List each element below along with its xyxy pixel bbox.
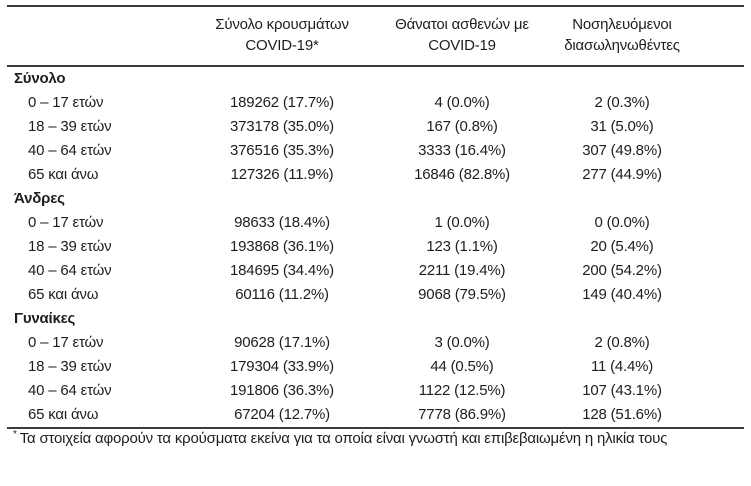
table-row: 40 – 64 ετών 191806 (36.3%) 1122 (12.5%)… <box>7 379 744 403</box>
cases-cell: 127326 (11.9%) <box>230 166 334 183</box>
deaths-cell: 44 (0.5%) <box>430 358 494 375</box>
footnote-asterisk: * <box>13 429 17 440</box>
section-row-women: Γυναίκες <box>7 307 744 331</box>
age-group-label: 65 και άνω <box>7 403 182 429</box>
covid-age-sex-table: Σύνολο κρουσμάτων COVID-19* Θάνατοι ασθε… <box>7 5 744 429</box>
section-label: Άνδρες <box>14 190 65 207</box>
deaths-cell: 167 (0.8%) <box>426 118 498 135</box>
empty-cell <box>182 307 382 331</box>
table-row: 18 – 39 ετών 193868 (36.1%) 123 (1.1%) 2… <box>7 235 744 259</box>
intubated-cell: 2 (0.8%) <box>594 334 650 351</box>
intubated-cell: 107 (43.1%) <box>582 382 662 399</box>
deaths-cell: 1122 (12.5%) <box>418 382 506 399</box>
age-group-label: 65 και άνω <box>28 286 99 303</box>
section-row-total: Σύνολο <box>7 66 744 91</box>
footnote-text: Τα στοιχεία αφορούν τα κρούσματα εκείνα … <box>19 430 668 447</box>
col-header-line: Νοσηλευόμενοι <box>572 16 672 33</box>
cases-cell: 98633 (18.4%) <box>234 214 330 231</box>
table-row: 18 – 39 ετών 373178 (35.0%) 167 (0.8%) 3… <box>7 115 744 139</box>
deaths-cell: 4 (0.0%) <box>434 94 490 111</box>
header-row: Σύνολο κρουσμάτων COVID-19* Θάνατοι ασθε… <box>7 6 744 67</box>
age-group-label: 65 και άνω <box>28 166 99 183</box>
deaths-cell: 9068 (79.5%) <box>418 286 506 303</box>
empty-cell <box>382 66 542 91</box>
empty-header-cell <box>7 6 182 67</box>
intubated-cell: 277 (44.9%) <box>582 166 662 183</box>
cases-cell: 184695 (34.4%) <box>230 262 334 279</box>
table-row: 0 – 17 ετών 98633 (18.4%) 1 (0.0%) 0 (0.… <box>7 211 744 235</box>
col-header-cases: Σύνολο κρουσμάτων COVID-19* <box>182 6 382 67</box>
empty-cell <box>182 66 382 91</box>
table-row: 65 και άνω 127326 (11.9%) 16846 (82.8%) … <box>7 163 744 187</box>
section-label: Σύνολο <box>14 70 66 87</box>
cases-cell: 179304 (33.9%) <box>230 358 334 375</box>
deaths-cell: 16846 (82.8%) <box>414 166 510 183</box>
table-footnote: * Τα στοιχεία αφορούν τα κρούσματα εκείνα… <box>7 429 750 447</box>
age-group-label: 18 – 39 ετών <box>28 358 112 375</box>
deaths-cell: 3 (0.0%) <box>434 334 490 351</box>
intubated-cell: 128 (51.6%) <box>542 403 744 429</box>
deaths-cell: 3333 (16.4%) <box>418 142 506 159</box>
age-group-label: 0 – 17 ετών <box>28 94 104 111</box>
intubated-cell: 20 (5.4%) <box>590 238 654 255</box>
table-row: 65 και άνω 60116 (11.2%) 9068 (79.5%) 14… <box>7 283 744 307</box>
table-row: 40 – 64 ετών 184695 (34.4%) 2211 (19.4%)… <box>7 259 744 283</box>
empty-cell <box>382 187 542 211</box>
age-group-label: 40 – 64 ετών <box>28 142 112 159</box>
table-row: 65 και άνω 67204 (12.7%) 7778 (86.9%) 12… <box>7 403 744 429</box>
table-row: 0 – 17 ετών 189262 (17.7%) 4 (0.0%) 2 (0… <box>7 91 744 115</box>
intubated-cell: 0 (0.0%) <box>594 214 650 231</box>
deaths-cell: 7778 (86.9%) <box>382 403 542 429</box>
table-row: 40 – 64 ετών 376516 (35.3%) 3333 (16.4%)… <box>7 139 744 163</box>
empty-cell <box>542 187 744 211</box>
age-group-label: 18 – 39 ετών <box>28 118 112 135</box>
col-header-line: COVID-19* <box>245 37 319 54</box>
intubated-cell: 11 (4.4%) <box>590 358 654 375</box>
intubated-cell: 307 (49.8%) <box>582 142 662 159</box>
age-group-label: 0 – 17 ετών <box>28 334 104 351</box>
age-group-label: 40 – 64 ετών <box>28 262 112 279</box>
cases-cell: 189262 (17.7%) <box>230 94 334 111</box>
col-header-intubated: Νοσηλευόμενοι διασωληνωθέντες <box>542 6 744 67</box>
deaths-cell: 1 (0.0%) <box>434 214 490 231</box>
cases-cell: 376516 (35.3%) <box>230 142 334 159</box>
intubated-cell: 200 (54.2%) <box>582 262 662 279</box>
cases-cell: 60116 (11.2%) <box>235 286 329 303</box>
empty-cell <box>542 66 744 91</box>
deaths-cell: 123 (1.1%) <box>426 238 498 255</box>
col-header-line: COVID-19 <box>428 37 496 54</box>
table-body: Σύνολο 0 – 17 ετών 189262 (17.7%) 4 (0.0… <box>7 66 744 429</box>
intubated-cell: 2 (0.3%) <box>594 94 650 111</box>
col-header-line: Θάνατοι ασθενών με <box>395 16 529 33</box>
cases-cell: 90628 (17.1%) <box>234 334 330 351</box>
intubated-cell: 149 (40.4%) <box>582 286 662 303</box>
empty-cell <box>382 307 542 331</box>
intubated-cell: 31 (5.0%) <box>590 118 654 135</box>
table-row: 0 – 17 ετών 90628 (17.1%) 3 (0.0%) 2 (0.… <box>7 331 744 355</box>
col-header-deaths: Θάνατοι ασθενών με COVID-19 <box>382 6 542 67</box>
cases-cell: 373178 (35.0%) <box>230 118 334 135</box>
section-label: Γυναίκες <box>14 310 76 327</box>
cases-cell: 193868 (36.1%) <box>230 238 334 255</box>
section-row-men: Άνδρες <box>7 187 744 211</box>
deaths-cell: 2211 (19.4%) <box>418 262 506 279</box>
col-header-line: διασωληνωθέντες <box>564 37 680 54</box>
age-group-label: 18 – 39 ετών <box>28 238 112 255</box>
age-group-label: 0 – 17 ετών <box>28 214 104 231</box>
table-header: Σύνολο κρουσμάτων COVID-19* Θάνατοι ασθε… <box>7 6 744 67</box>
col-header-line: Σύνολο κρουσμάτων <box>215 16 349 33</box>
cases-cell: 191806 (36.3%) <box>230 382 334 399</box>
empty-cell <box>182 187 382 211</box>
table-row: 18 – 39 ετών 179304 (33.9%) 44 (0.5%) 11… <box>7 355 744 379</box>
age-group-label: 40 – 64 ετών <box>28 382 112 399</box>
cases-cell: 67204 (12.7%) <box>182 403 382 429</box>
empty-cell <box>542 307 744 331</box>
